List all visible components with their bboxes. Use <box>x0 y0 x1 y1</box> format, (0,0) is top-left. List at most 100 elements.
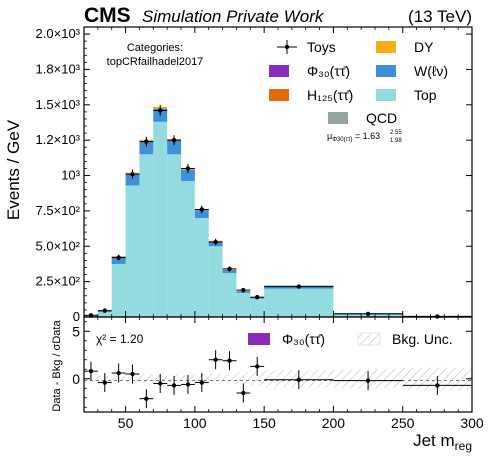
bar-top <box>125 185 140 317</box>
toys-point <box>171 137 177 143</box>
y-tick-label: 5.0×10² <box>36 238 81 253</box>
ratio-points <box>84 350 472 409</box>
categories-title: Categories: <box>127 42 183 54</box>
energy-label: (13 TeV) <box>408 7 472 26</box>
y-tick-label: 2.0×10³ <box>36 26 81 41</box>
y-tick-label: 10³ <box>61 168 80 183</box>
x-tick-label: 200 <box>322 415 346 431</box>
toys-point <box>199 207 204 212</box>
band-segment <box>236 372 251 386</box>
y-tick-label: 1.2×10³ <box>36 132 81 147</box>
ratio-point <box>116 370 121 376</box>
ratio-legend-swatch-unc <box>357 332 381 346</box>
bar-top <box>194 217 209 317</box>
chi2-label: χ² = 1.20 <box>96 332 144 346</box>
ratio-point <box>130 371 135 377</box>
toys-point <box>296 284 301 289</box>
ratio-point <box>213 357 218 362</box>
y-tick-label: 2.5×10² <box>36 274 81 289</box>
x-tick-label: 300 <box>460 415 484 431</box>
legend-label-qcd: QCD <box>366 110 397 126</box>
legend-label-w: W(ℓν) <box>414 63 448 79</box>
bar-top <box>222 273 237 317</box>
mu-symbol: μ <box>327 131 332 141</box>
bar-top <box>264 288 334 317</box>
y-tick-label: 7.5×10² <box>36 203 81 218</box>
ratio-point <box>185 382 191 387</box>
legend-label-top: Top <box>414 87 437 103</box>
bar-w <box>167 140 181 155</box>
x-axis-label-main: Jet m <box>413 431 455 450</box>
y-tick-label: 1.5×10³ <box>36 97 81 112</box>
toys-point <box>365 311 371 317</box>
ratio-point <box>144 396 149 401</box>
ratio-legend: Φ₃₀(ττ̄) Bkg. Unc. <box>248 331 453 347</box>
bar-top <box>236 292 251 317</box>
ratio-point <box>171 383 177 388</box>
toys-point <box>116 255 121 260</box>
x-tick-label: 250 <box>391 415 415 431</box>
ratio-point <box>102 380 107 385</box>
ratio-y-tick-label: 5 <box>72 323 80 339</box>
ratio-panel: 0 5 50 100 150 200 250 300 χ² = 1.20 Φ₃₀(ττ̄) B… <box>51 316 484 453</box>
ratio-legend-label-signal: Φ₃₀(ττ̄) <box>282 331 325 347</box>
mu-value: = 1.63 <box>352 131 380 141</box>
bar-w <box>194 210 209 218</box>
band-segment <box>208 374 223 384</box>
toys-point <box>213 239 218 245</box>
ratio-point <box>435 383 440 388</box>
toys-point <box>185 166 191 171</box>
ratio-point <box>296 377 301 382</box>
mu-subscript: Φ30(ττ̄) <box>332 137 352 143</box>
legend-label-h125: H₁₂₅(ττ̄) <box>307 87 353 103</box>
legend-swatch-signal <box>269 65 289 77</box>
toys-point <box>102 308 107 313</box>
category-name: topCRfailhadel2017 <box>107 56 204 68</box>
bar-top <box>181 181 195 317</box>
ratio-point <box>255 364 260 369</box>
bar-top <box>250 298 265 317</box>
bar-top <box>111 263 126 317</box>
ratio-legend-label-unc: Bkg. Unc. <box>392 331 453 347</box>
mu-down: 1.98 <box>390 138 402 144</box>
ratio-point <box>199 380 204 385</box>
main-panel: 0 2.5×10² 5.0×10² 7.5×10² 10³ 1.2×10³ 1.5×10³ 1… <box>4 26 473 324</box>
x-axis-label-sub: reg <box>455 439 472 453</box>
x-tick-label: 50 <box>118 415 134 431</box>
cms-label: CMS <box>84 4 131 27</box>
ratio-point <box>365 378 371 383</box>
x-axis-label: Jet mreg <box>413 431 472 453</box>
legend-swatch-w <box>376 65 396 77</box>
bar-w <box>139 141 154 155</box>
bar-w <box>181 169 195 182</box>
main-y-axis: 0 2.5×10² 5.0×10² 7.5×10² 10³ 1.2×10³ 1.5×10³ 1… <box>36 26 472 324</box>
main-y-label: Events / GeV <box>4 119 23 220</box>
ratio-point <box>158 381 163 386</box>
x-tick-label: 100 <box>183 415 207 431</box>
main-x-ticks <box>97 27 473 317</box>
legend-label-toys: Toys <box>307 39 336 55</box>
bar-top <box>208 246 223 317</box>
bar-top <box>153 121 168 317</box>
toys-point <box>130 171 135 177</box>
legend-toys-marker <box>284 44 290 50</box>
toys-point <box>158 108 163 113</box>
band-segment <box>250 371 265 387</box>
stacked-bars <box>84 106 472 317</box>
legend-swatch-qcd <box>328 112 348 124</box>
y-tick-label: 0 <box>73 309 80 324</box>
bar-w <box>222 270 237 274</box>
toys-point <box>144 139 149 144</box>
toys-point <box>255 294 260 300</box>
toys-point <box>227 266 232 272</box>
toys-point <box>241 287 246 293</box>
ratio-y-label: Data - Bkg / σData <box>51 320 63 412</box>
legend-label-signal: Φ₃₀(ττ̄) <box>307 63 350 79</box>
mu-annotation: μΦ30(ττ̄) = 1.63 2.55 1.98 <box>327 130 402 144</box>
band-segment <box>139 374 154 384</box>
band-segment <box>222 373 237 385</box>
bar-top <box>167 154 181 317</box>
ratio-y-tick-label: 0 <box>72 371 80 387</box>
mu-up: 2.55 <box>390 130 402 136</box>
legend-swatch-h125 <box>269 89 289 101</box>
